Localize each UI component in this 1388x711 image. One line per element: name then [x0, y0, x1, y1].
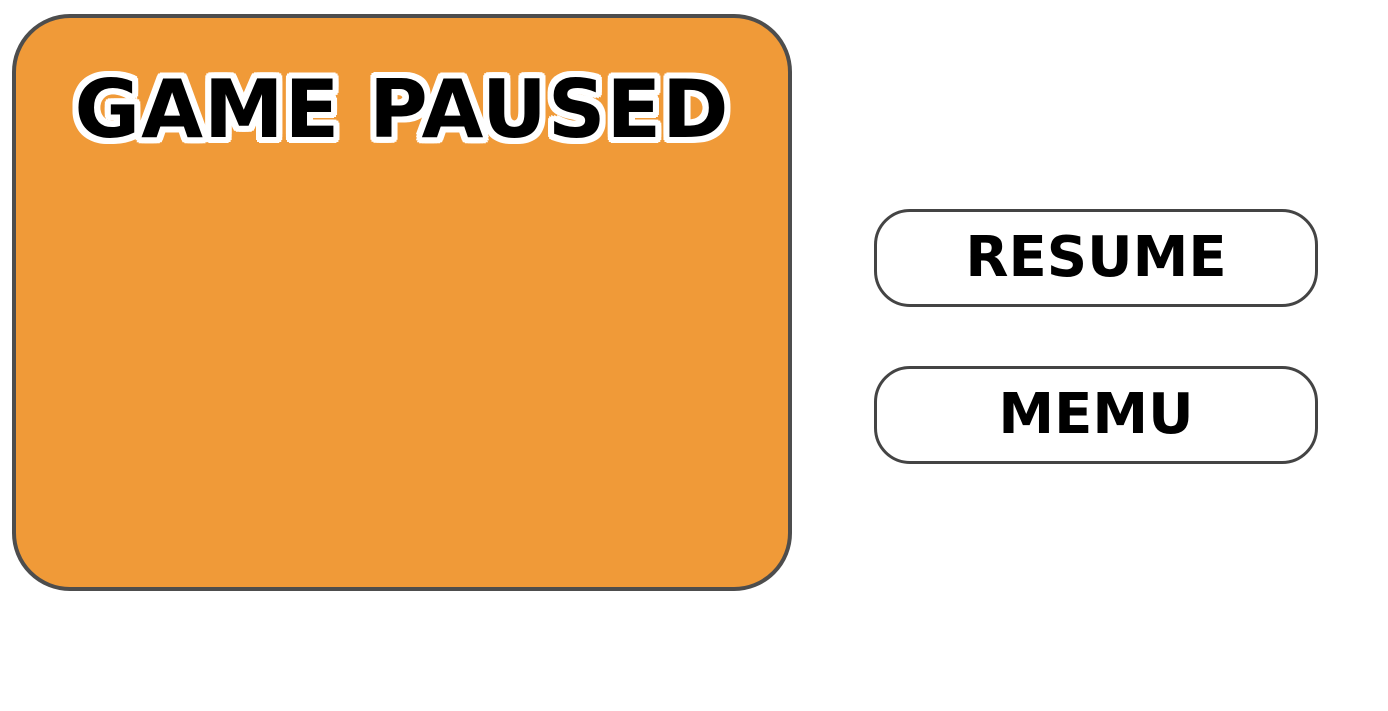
menu-button[interactable]: MEMU [874, 366, 1318, 464]
game-paused-title: GAME PAUSED [74, 63, 730, 156]
pause-panel: GAME PAUSED [12, 14, 792, 591]
resume-button[interactable]: RESUME [874, 209, 1318, 307]
